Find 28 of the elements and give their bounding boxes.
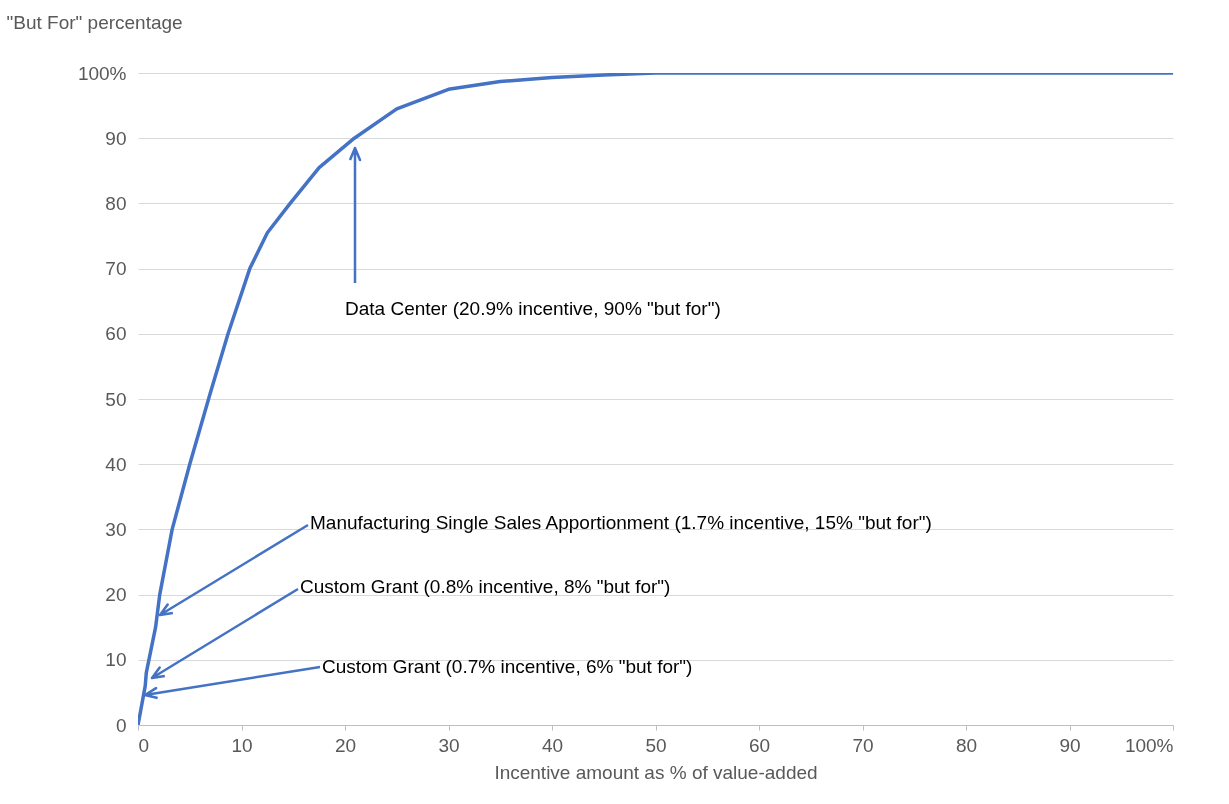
y-tick-label: 40: [105, 453, 127, 475]
x-axis-title: Incentive amount as % of value-added: [494, 761, 818, 783]
annotation: Manufacturing Single Sales Apportionment (1.7% incentive, 15% "but for"): [310, 512, 932, 533]
y-tick-label: 100%: [77, 62, 127, 84]
x-tick-label: 60: [748, 734, 771, 756]
annotation: Data Center (20.9% incentive, 90% "but for"): [345, 298, 721, 319]
annotation: Custom Grant (0.7% incentive, 6% "but for"): [322, 656, 693, 677]
y-tick-label: 0: [115, 714, 127, 736]
y-tick-label: 90: [105, 127, 127, 149]
x-tick-label: 100%: [1124, 734, 1174, 756]
x-tick-label: 50: [645, 734, 667, 756]
x-tick-label: 90: [1059, 734, 1081, 756]
x-tick-label: 70: [852, 734, 874, 756]
y-tick-label: 30: [105, 518, 127, 540]
y-tick-label: 70: [105, 258, 127, 280]
x-tick-label: 20: [334, 734, 357, 756]
y-tick-label: 80: [105, 192, 127, 214]
annotation: Custom Grant (0.8% incentive, 8% "but for"): [300, 576, 671, 597]
y-tick-label: 50: [105, 388, 127, 410]
x-tick-label: 40: [541, 734, 564, 756]
y-tick-label: 20: [105, 584, 127, 606]
x-tick-label: 10: [231, 734, 253, 756]
y-tick-label: 10: [105, 649, 127, 671]
x-tick-label: 30: [438, 734, 460, 756]
x-tick-label: 80: [955, 734, 978, 756]
y-axis-title: "But For" percentage: [6, 11, 183, 33]
x-tick-label: 0: [138, 734, 150, 756]
y-tick-label: 60: [105, 323, 127, 345]
